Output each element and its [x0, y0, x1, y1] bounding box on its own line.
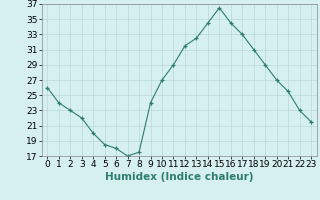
X-axis label: Humidex (Indice chaleur): Humidex (Indice chaleur) [105, 172, 253, 182]
